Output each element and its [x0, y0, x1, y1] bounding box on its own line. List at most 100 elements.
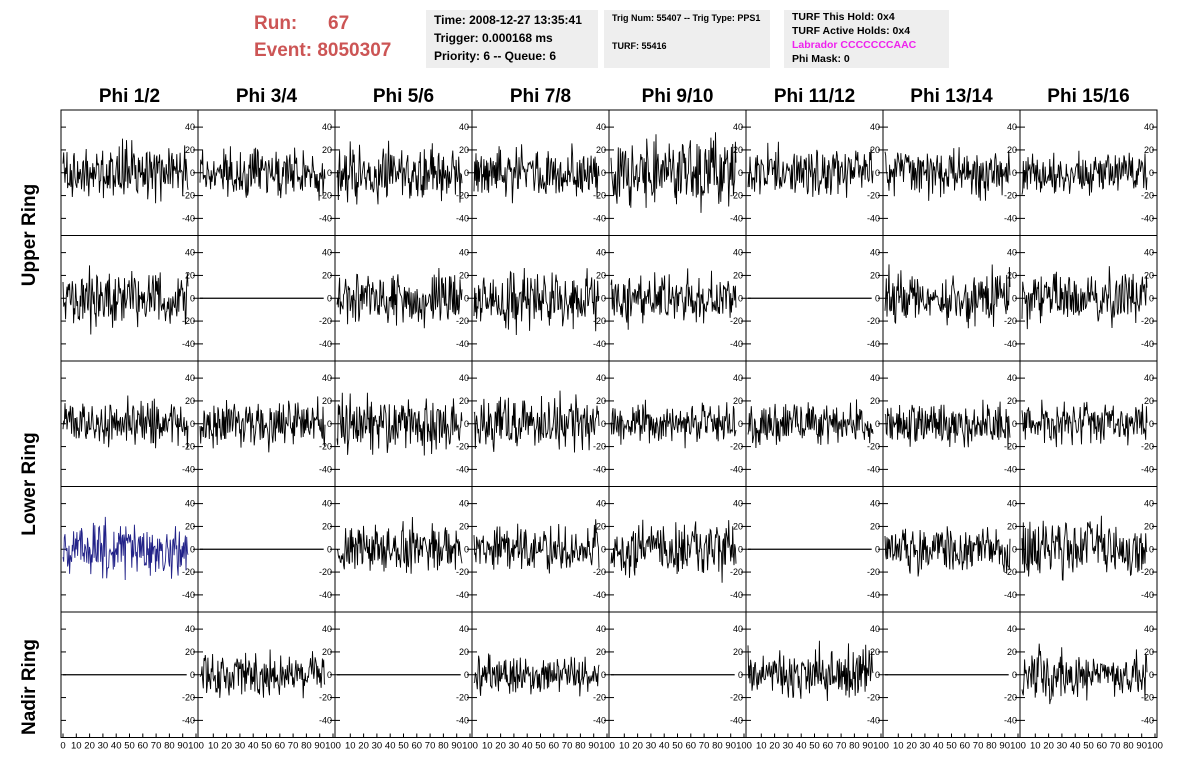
- y-tick-label: -40: [1004, 590, 1017, 600]
- x-tick-label: 40: [248, 741, 259, 752]
- y-tick-label: -20: [319, 442, 332, 452]
- y-tick-label: -20: [319, 693, 332, 703]
- y-tick-label: -20: [593, 693, 606, 703]
- y-tick-label: 20: [870, 396, 880, 406]
- x-tick-label: 50: [124, 741, 135, 752]
- waveform-trace: [747, 141, 874, 198]
- y-tick-label: -40: [182, 339, 195, 349]
- y-tick-label: -20: [1004, 567, 1017, 577]
- time-info-box: Time: 2008-12-27 13:35:41 Trigger: 0.000…: [426, 10, 598, 68]
- y-tick-label: 40: [733, 248, 743, 258]
- waveform-trace: [747, 640, 874, 702]
- x-tick-label: 100: [599, 741, 615, 752]
- waveform-trace: [610, 399, 737, 449]
- y-tick-label: 0: [738, 670, 743, 680]
- y-tick-label: 0: [875, 544, 880, 554]
- run-label: Run:: [254, 13, 298, 34]
- column-header-phi-15-16: Phi 15/16: [1047, 86, 1130, 107]
- y-tick-label: 40: [185, 624, 195, 634]
- x-tick-label: 70: [1110, 741, 1121, 752]
- x-tick-label: 80: [164, 741, 175, 752]
- y-tick-label: 20: [1144, 145, 1154, 155]
- y-tick-label: 20: [322, 521, 332, 531]
- y-tick-label: 0: [1012, 419, 1017, 429]
- y-tick-label: 20: [185, 145, 195, 155]
- event-label: Event:: [254, 40, 313, 61]
- y-tick-label: -40: [456, 339, 469, 349]
- y-tick-label: -40: [1004, 339, 1017, 349]
- waveform-trace: [610, 132, 737, 213]
- x-tick-label: 50: [672, 741, 683, 752]
- y-tick-label: 40: [459, 373, 469, 383]
- waveform-trace: [473, 143, 600, 204]
- y-tick-label: 40: [596, 373, 606, 383]
- y-tick-label: 0: [327, 544, 332, 554]
- y-tick-label: 0: [601, 293, 606, 303]
- y-tick-label: -40: [593, 464, 606, 474]
- x-tick-label: 70: [699, 741, 710, 752]
- y-tick-label: 0: [1149, 293, 1154, 303]
- run-row: Run: 67: [254, 10, 391, 37]
- waveform-trace: [1021, 399, 1148, 448]
- x-tick-label: 60: [138, 741, 149, 752]
- y-tick-label: 20: [185, 647, 195, 657]
- y-tick-label: 20: [185, 521, 195, 531]
- y-tick-label: -20: [593, 567, 606, 577]
- y-tick-label: -20: [182, 442, 195, 452]
- y-tick-label: 40: [185, 499, 195, 509]
- y-tick-label: 40: [1144, 122, 1154, 132]
- y-tick-label: -40: [456, 464, 469, 474]
- y-tick-label: 0: [464, 544, 469, 554]
- y-tick-label: 0: [327, 670, 332, 680]
- run-event-block: Run: 67 Event: 8050307: [254, 10, 391, 64]
- y-tick-label: 20: [1144, 270, 1154, 280]
- x-tick-label: 60: [686, 741, 697, 752]
- y-tick-label: 0: [601, 419, 606, 429]
- waveform-trace: [199, 396, 326, 453]
- x-tick-label: 100: [188, 741, 204, 752]
- column-header-phi-13-14: Phi 13/14: [910, 86, 993, 107]
- x-tick-label: 70: [151, 741, 162, 752]
- y-tick-label: -20: [319, 191, 332, 201]
- x-tick-label: 40: [111, 741, 122, 752]
- x-tick-label: 20: [358, 741, 369, 752]
- y-tick-label: 0: [464, 670, 469, 680]
- y-tick-label: -40: [1004, 464, 1017, 474]
- y-tick-label: 0: [601, 168, 606, 178]
- y-tick-label: 40: [870, 624, 880, 634]
- y-tick-label: 40: [1144, 499, 1154, 509]
- y-tick-label: 20: [185, 270, 195, 280]
- x-tick-label: 30: [646, 741, 657, 752]
- y-tick-label: 20: [870, 647, 880, 657]
- y-tick-label: 0: [875, 293, 880, 303]
- y-tick-label: 40: [733, 624, 743, 634]
- y-tick-label: -40: [867, 590, 880, 600]
- x-tick-label: 30: [372, 741, 383, 752]
- y-tick-label: -20: [867, 442, 880, 452]
- x-tick-label: 90: [862, 741, 873, 752]
- x-tick-label: 10: [756, 741, 767, 752]
- plot-frame: [608, 360, 747, 487]
- x-tick-label: 70: [836, 741, 847, 752]
- y-tick-label: -20: [182, 567, 195, 577]
- x-tick-label: 90: [177, 741, 188, 752]
- y-tick-label: -40: [182, 213, 195, 223]
- column-header-phi-7-8: Phi 7/8: [509, 86, 572, 107]
- y-tick-label: 20: [322, 270, 332, 280]
- y-tick-label: 40: [596, 624, 606, 634]
- run-value: 67: [328, 13, 350, 34]
- trig-line: Trig Num: 55407 -- Trig Type: PPS1: [612, 13, 761, 23]
- y-tick-label: 20: [870, 145, 880, 155]
- y-tick-label: -40: [1141, 715, 1154, 725]
- y-tick-label: 40: [322, 624, 332, 634]
- y-tick-label: 40: [733, 373, 743, 383]
- y-tick-label: 0: [327, 168, 332, 178]
- waveform-trace: [884, 526, 1011, 577]
- y-tick-label: 40: [733, 122, 743, 132]
- turf-hold-line: TURF This Hold: 0x4: [792, 11, 895, 23]
- y-tick-label: 40: [1007, 122, 1017, 132]
- x-tick-label: 20: [1043, 741, 1054, 752]
- x-tick-label: 10: [71, 741, 82, 752]
- turf-line: TURF: 55416: [612, 41, 667, 51]
- column-header-phi-1-2: Phi 1/2: [98, 86, 161, 107]
